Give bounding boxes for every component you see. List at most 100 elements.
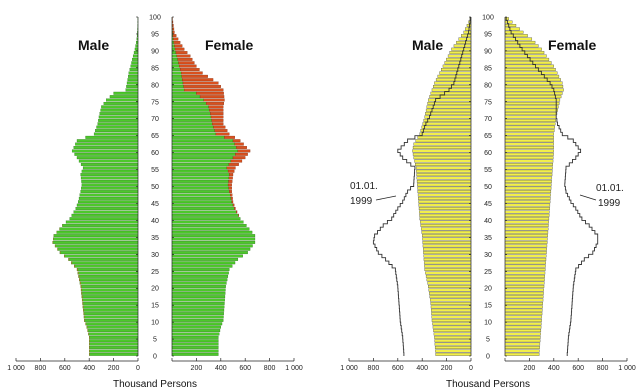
male-bar-age-31 <box>423 247 472 251</box>
female-bar-age-38 <box>171 224 247 227</box>
female-surplus-bar-age-61 <box>236 146 247 149</box>
male-bar-age-80 <box>126 81 139 85</box>
age-tick-label-95: 95 <box>151 31 159 38</box>
female-bar-age-21 <box>504 281 545 285</box>
pyramid-2: 01.01. 1999 01.01. 1999 0 5 10 15 20 25 30 35 40 45 50… <box>340 15 636 389</box>
female-surplus-bar-age-44 <box>232 203 235 207</box>
female-bar-age-18 <box>171 291 226 295</box>
female-bar-age-32 <box>504 244 548 248</box>
female-bar-age-38 <box>504 224 549 227</box>
male-bar-age-22 <box>79 278 139 282</box>
female-bar-age-3 <box>504 342 541 346</box>
male-bar-age-45 <box>418 200 472 204</box>
male-bar-age-76 <box>429 95 472 99</box>
male-bar-age-77 <box>113 91 139 95</box>
x-tick-label-6: 200 <box>524 365 536 372</box>
male-bar-age-35 <box>53 234 139 238</box>
male-surplus-bar-age-4 <box>89 339 90 343</box>
female-bar-age-39 <box>171 220 244 224</box>
x-tick-label-0: 1 000 <box>7 365 25 372</box>
female-bar-age-62 <box>171 142 235 146</box>
male-bar-age-48 <box>80 190 139 194</box>
female-surplus-bar-age-48 <box>229 190 232 194</box>
male-bar-age-78 <box>125 88 139 92</box>
male-bar-age-54 <box>81 169 139 173</box>
male-bar-age-53 <box>416 173 472 177</box>
female-bar-age-96 <box>504 27 520 31</box>
male-bar-age-3 <box>434 342 472 346</box>
male-bar-age-70 <box>424 115 472 119</box>
male-bar-age-65 <box>419 132 472 136</box>
male-bar-age-14 <box>82 305 139 309</box>
female-bar-age-0 <box>171 352 219 356</box>
male-bar-age-15 <box>430 301 472 305</box>
female-bar-age-15 <box>504 301 543 305</box>
female-bar-age-2 <box>504 346 540 349</box>
age-tick-label-20: 20 <box>151 286 159 293</box>
female-surplus-bar-age-80 <box>182 81 219 85</box>
female-bar-age-87 <box>504 57 550 61</box>
male-label: Male <box>78 37 109 53</box>
female-surplus-bar-age-66 <box>214 129 228 133</box>
male-bar-age-48 <box>417 190 472 194</box>
female-bar-age-60 <box>171 149 239 153</box>
age-tick-label-0: 0 <box>153 354 157 361</box>
female-bar-age-10 <box>504 318 542 322</box>
female-bar-age-30 <box>504 251 547 255</box>
female-bar-age-25 <box>504 268 546 272</box>
annotation-right-date: 01.01. <box>596 183 624 194</box>
female-surplus-bar-age-42 <box>236 210 238 214</box>
age-tick-label-5: 5 <box>486 337 490 344</box>
x-tick-label-8: 600 <box>572 365 584 372</box>
female-bar-age-99 <box>504 17 509 21</box>
male-bar-age-46 <box>418 196 472 200</box>
female-bar-age-83 <box>171 71 182 75</box>
male-bar-age-43 <box>418 207 472 211</box>
female-bar-age-79 <box>504 85 564 88</box>
female-surplus-bar-age-63 <box>232 139 241 143</box>
male-bar-age-43 <box>75 207 139 210</box>
male-bar-age-78 <box>431 88 472 92</box>
female-surplus-bar-age-75 <box>203 98 225 102</box>
male-surplus-bar-age-2 <box>89 346 90 349</box>
female-bar-age-61 <box>171 146 237 149</box>
x-tick-label-5: 0 <box>136 365 140 372</box>
female-bar-age-80 <box>504 81 563 85</box>
female-bar-age-67 <box>171 125 214 129</box>
female-surplus-bar-age-55 <box>226 166 236 170</box>
age-tick-label-35: 35 <box>484 235 492 242</box>
male-bar-age-93 <box>458 37 472 41</box>
male-surplus-bar-age-29 <box>64 254 65 258</box>
male-bar-age-50 <box>417 183 472 187</box>
male-bar-age-57 <box>78 159 139 163</box>
male-surplus-bar-age-16 <box>82 298 83 302</box>
female-bar-age-41 <box>171 213 239 217</box>
male-bar-age-13 <box>431 308 472 312</box>
female-bar-age-29 <box>171 254 243 258</box>
x-tick-label-1: 800 <box>368 365 380 372</box>
female-bar-age-33 <box>171 240 256 244</box>
female-bar-age-28 <box>171 257 239 261</box>
female-bar-age-91 <box>171 44 175 48</box>
female-bar-age-65 <box>504 132 554 136</box>
female-surplus-bar-age-65 <box>215 132 230 136</box>
female-bar-age-39 <box>504 220 549 224</box>
male-surplus-bar-age-17 <box>81 295 83 298</box>
female-bar-age-56 <box>504 162 553 166</box>
female-bar-age-68 <box>504 122 556 126</box>
female-bar-age-50 <box>171 183 229 187</box>
male-bar-age-27 <box>71 261 139 265</box>
male-bar-age-18 <box>81 291 139 295</box>
female-bar-age-26 <box>504 264 546 268</box>
male-bar-age-63 <box>76 139 139 143</box>
female-surplus-bar-age-78 <box>184 88 224 92</box>
female-bar-age-23 <box>171 274 229 278</box>
female-bar-age-44 <box>504 203 551 207</box>
female-bar-age-11 <box>171 315 224 319</box>
male-bar-age-18 <box>429 291 472 295</box>
female-bar-age-45 <box>504 200 551 204</box>
male-bar-age-2 <box>89 346 139 349</box>
female-bar-age-80 <box>171 81 184 85</box>
female-bar-age-42 <box>504 210 550 214</box>
age-tick-label-20: 20 <box>484 286 492 293</box>
